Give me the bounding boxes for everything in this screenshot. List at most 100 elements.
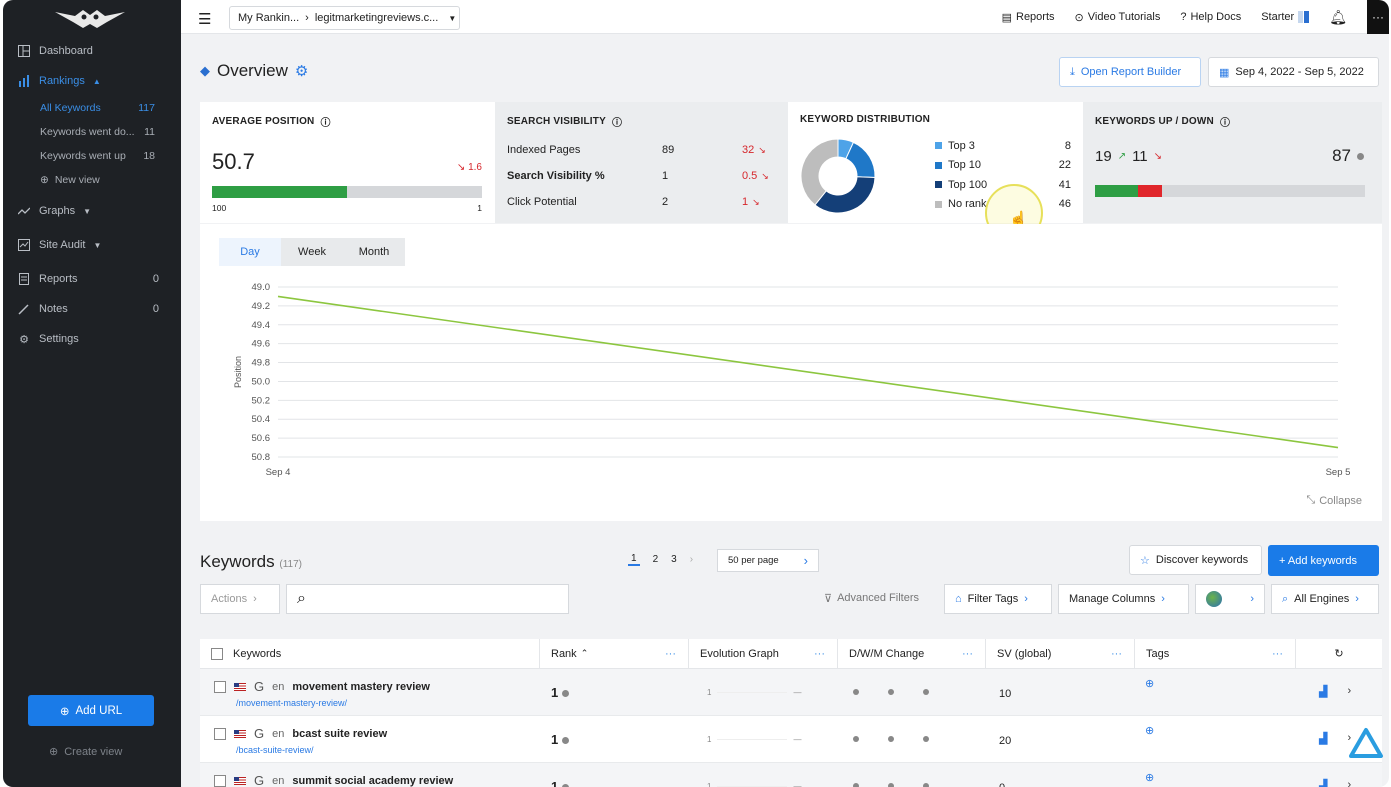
keyword-url[interactable]: /bcast-suite-review/ — [236, 745, 314, 755]
chevron-right-icon[interactable]: › — [1347, 685, 1352, 697]
refresh-icon[interactable]: ↻ — [1334, 648, 1344, 660]
google-icon: G — [254, 726, 265, 741]
actions-dropdown[interactable]: Actions › — [200, 584, 280, 614]
sidebar-subitem-new-view[interactable]: ⊕ New view — [3, 168, 181, 192]
tab-month[interactable]: Month — [343, 238, 405, 266]
add-tag-icon[interactable]: ⊕ — [1145, 772, 1155, 784]
date-range-picker[interactable]: ▦ Sep 4, 2022 - Sep 5, 2022 — [1208, 57, 1379, 87]
per-page-select[interactable]: 50 per page › — [717, 549, 819, 572]
column-tags[interactable]: Tags ··· — [1135, 638, 1296, 669]
keyword-url[interactable]: /movement-mastery-review/ — [236, 698, 348, 708]
more-menu-icon[interactable]: ··· — [1367, 0, 1389, 34]
column-rank[interactable]: Rank ⌃ ··· — [540, 638, 689, 669]
keyword-text[interactable]: movement mastery review — [292, 680, 430, 693]
row-checkbox[interactable] — [214, 727, 226, 740]
keyword-search[interactable]: ⌕ — [286, 584, 569, 614]
donut-slice-no-rank[interactable] — [800, 138, 839, 206]
page-3[interactable]: 3 — [671, 554, 677, 565]
hamburger-menu-icon[interactable]: ☰ — [198, 11, 212, 28]
keywords-count: (117) — [279, 559, 302, 570]
dwm-change-cell — [838, 669, 986, 716]
sidebar-subitem-all-keywords[interactable]: All Keywords 117 — [3, 96, 181, 120]
column-sv[interactable]: SV (global) ··· — [986, 638, 1135, 669]
evolution-value: 1 — [707, 688, 712, 697]
advanced-filters-button[interactable]: ⊽ Advanced Filters — [824, 592, 919, 605]
keyword-text[interactable]: summit social academy review — [292, 774, 454, 787]
location-selector[interactable]: › — [1195, 584, 1265, 614]
bar-chart-icon[interactable]: ▟ — [1319, 733, 1328, 745]
column-menu-icon[interactable]: ··· — [962, 647, 973, 660]
settings-gear-icon[interactable]: ⚙ — [294, 63, 309, 80]
filter-tags-button[interactable]: ⌂ Filter Tags › — [944, 584, 1052, 614]
chevron-right-icon[interactable]: › — [1347, 779, 1352, 787]
y-tick-label: 49.8 — [252, 358, 271, 369]
add-tag-icon[interactable]: ⊕ — [1145, 725, 1155, 737]
table-row[interactable]: Gen summit social academy review 1 1— 0 ⊕… — [200, 763, 1382, 787]
evolution-cell[interactable]: 1— — [707, 688, 802, 697]
keyword-text[interactable]: bcast suite review — [292, 727, 388, 740]
average-position-value: 50.7 — [212, 149, 255, 174]
column-menu-icon[interactable]: ··· — [1272, 647, 1283, 660]
column-menu-icon[interactable]: ··· — [814, 647, 825, 660]
sidebar-item-rankings[interactable]: Rankings ▲ — [3, 66, 181, 96]
dashboard-icon — [17, 44, 31, 58]
sidebar-item-dashboard[interactable]: Dashboard — [3, 36, 181, 66]
page-1[interactable]: 1 — [628, 553, 640, 566]
keyword-search-input[interactable] — [313, 591, 554, 607]
project-breadcrumb-dropdown[interactable]: My Rankin... › legitmarketingreviews.c..… — [229, 6, 460, 30]
collapse-button[interactable]: ⤡ Collapse — [1306, 494, 1362, 507]
discover-keywords-button[interactable]: ☆ Discover keywords — [1129, 545, 1262, 575]
language-code: en — [272, 774, 285, 787]
row-checkbox[interactable] — [214, 680, 226, 693]
add-keywords-button[interactable]: + Add keywords — [1268, 545, 1379, 576]
help-docs-link[interactable]: ? Help Docs — [1180, 11, 1241, 23]
rank-cell: 1 — [540, 763, 689, 787]
sidebar-item-notes[interactable]: Notes 0 — [3, 294, 181, 324]
language-code: en — [272, 727, 285, 740]
legend-item: Top 10 22 — [935, 156, 1071, 176]
plan-badge[interactable]: Starter — [1261, 11, 1310, 23]
sidebar-item-site-audit[interactable]: Site Audit ▼ — [3, 230, 181, 260]
sidebar-item-reports[interactable]: Reports 0 — [3, 264, 181, 294]
sidebar-item-settings[interactable]: ⚙ Settings — [3, 324, 181, 354]
tab-day[interactable]: Day — [219, 238, 281, 266]
sidebar-item-graphs[interactable]: Graphs ▼ — [3, 196, 181, 226]
create-view-button[interactable]: ⊕ Create view — [49, 745, 122, 759]
column-menu-icon[interactable]: ··· — [665, 647, 676, 660]
subitem-label: All Keywords — [40, 102, 101, 114]
column-evolution[interactable]: Evolution Graph ··· — [689, 638, 838, 669]
manage-columns-button[interactable]: Manage Columns › — [1058, 584, 1189, 614]
owl-logo-icon[interactable] — [53, 6, 127, 30]
bar-chart-icon[interactable]: ▟ — [1319, 686, 1328, 698]
row-checkbox[interactable] — [214, 774, 226, 787]
add-tag-icon[interactable]: ⊕ — [1145, 678, 1155, 690]
bell-icon[interactable]: 🔔︎ — [1329, 8, 1347, 25]
open-report-builder-button[interactable]: ⤓ Open Report Builder — [1059, 57, 1201, 87]
select-all-checkbox[interactable] — [211, 647, 223, 660]
sidebar-subitem-keywords-went-down[interactable]: Keywords went do... 11 — [3, 120, 181, 144]
sidebar-subitem-keywords-went-up[interactable]: Keywords went up 18 — [3, 144, 181, 168]
all-engines-button[interactable]: ⌕ All Engines › — [1271, 584, 1379, 614]
info-icon[interactable]: ⓘ — [1219, 118, 1231, 129]
add-url-button[interactable]: ⊕ Add URL — [28, 695, 154, 726]
chevron-down-icon: ▼ — [448, 13, 457, 23]
info-icon[interactable]: ⓘ — [320, 118, 331, 129]
evolution-cell[interactable]: 1— — [707, 735, 802, 744]
chevron-right-icon[interactable]: › — [1347, 732, 1352, 744]
refresh-column[interactable]: ↻ — [1296, 639, 1382, 669]
per-page-label: 50 per page — [728, 555, 779, 566]
reports-link[interactable]: ▤ Reports — [1002, 11, 1055, 24]
page-2[interactable]: 2 — [652, 554, 659, 565]
bar-chart-icon[interactable]: ▟ — [1319, 780, 1328, 787]
column-menu-icon[interactable]: ··· — [1111, 647, 1122, 660]
column-keywords[interactable]: Keywords — [200, 638, 540, 669]
video-tutorials-link[interactable]: ⊙ Video Tutorials — [1075, 11, 1161, 24]
chevron-right-icon[interactable]: › — [689, 554, 694, 565]
evolution-cell[interactable]: 1— — [689, 763, 838, 787]
column-dwm-change[interactable]: D/W/M Change ··· — [838, 638, 986, 669]
donut-slice-top-100[interactable] — [814, 176, 876, 214]
tab-week[interactable]: Week — [281, 238, 343, 266]
info-icon[interactable]: ⓘ — [611, 118, 623, 129]
